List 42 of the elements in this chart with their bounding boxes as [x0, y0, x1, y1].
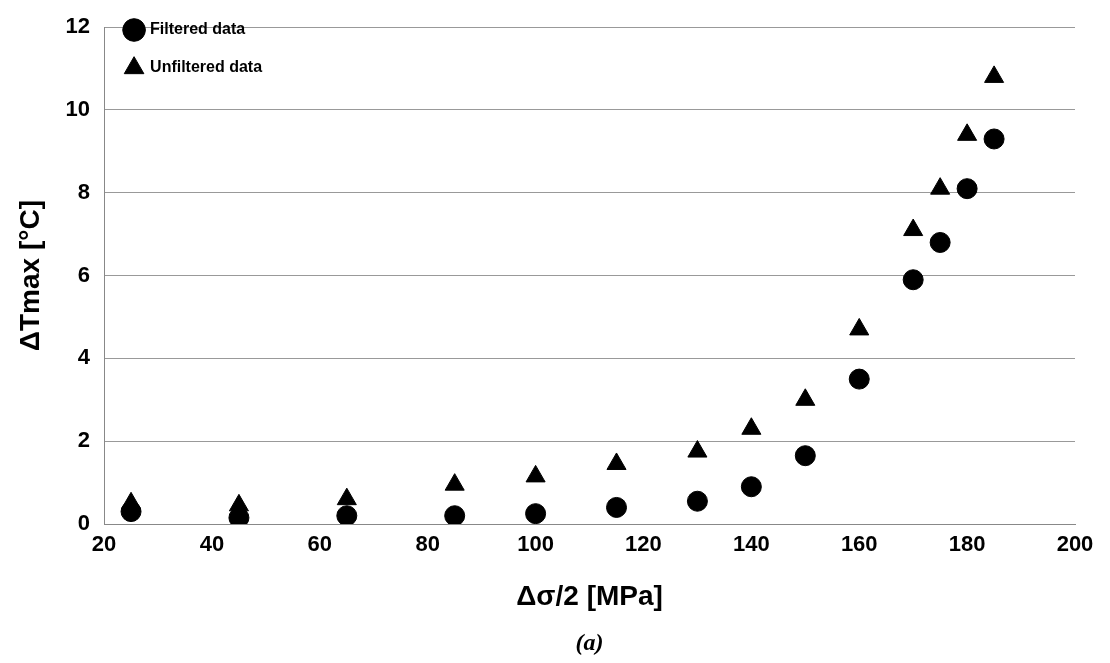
text: (a): [575, 629, 604, 655]
point: [228, 493, 249, 512]
x-axis-title: Δσ/2 [MPa]: [516, 579, 663, 611]
point: [795, 388, 816, 406]
y-tick-label: 2: [77, 427, 91, 453]
x-tick-label: 80: [415, 531, 440, 557]
point: [930, 177, 951, 195]
x-tick-label: 100: [517, 531, 554, 557]
x-tick-label: 60: [307, 531, 333, 557]
y-tick-label: 6: [77, 261, 91, 287]
x-tick-label: 160: [840, 531, 878, 557]
point: [849, 317, 870, 336]
point: [903, 218, 924, 237]
y-tick-label: 10: [65, 96, 91, 122]
x-tick-label: 20: [91, 531, 117, 557]
point: [444, 473, 465, 491]
point: [929, 231, 951, 253]
y-tick-label: 8: [77, 178, 91, 204]
y-axis-title: ΔTmax [°C]: [13, 200, 45, 352]
x-tick-label: 120: [625, 531, 662, 557]
point: [525, 503, 547, 524]
x-tick-label: 40: [199, 531, 225, 557]
legend-label: Filtered data: [150, 20, 246, 38]
point: [336, 505, 358, 524]
point: [606, 496, 628, 518]
point: [984, 65, 1005, 83]
x-tick-label: 180: [948, 531, 986, 557]
y-tick-label: 0: [77, 510, 91, 536]
point: [957, 123, 978, 141]
legend-label: Unfiltered data: [150, 58, 263, 76]
point: [336, 487, 357, 506]
point: [687, 440, 708, 458]
point: [444, 505, 466, 524]
y-tick-label: 4: [77, 344, 91, 370]
x-tick-label: 200: [1056, 531, 1094, 557]
point: [121, 491, 142, 510]
x-tick-label: 140: [733, 531, 770, 557]
point: [525, 464, 546, 483]
point: [686, 490, 708, 512]
y-tick-label: 12: [65, 13, 91, 39]
point: [606, 452, 627, 470]
point: [741, 417, 762, 435]
